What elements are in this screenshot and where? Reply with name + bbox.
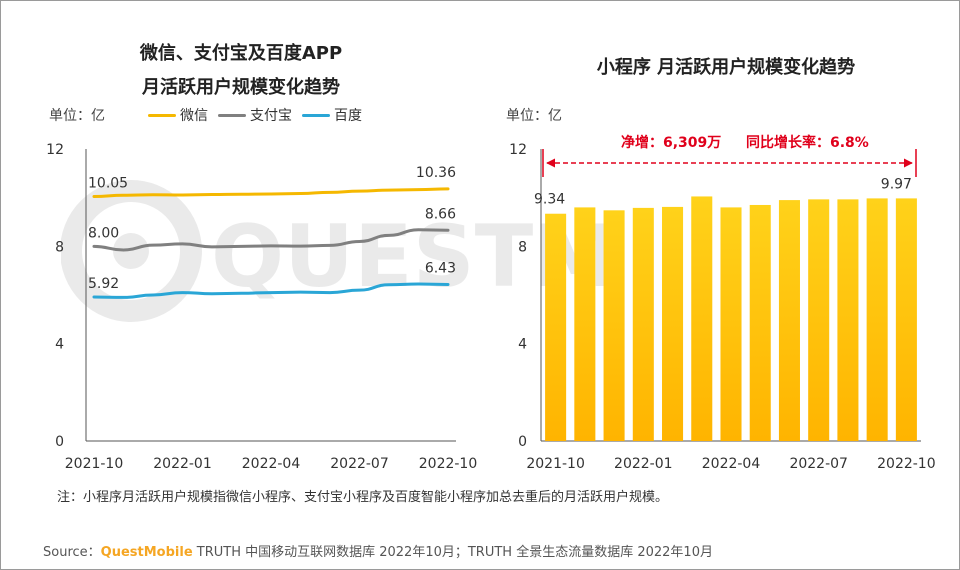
annotation-yoy-growth: 同比增长率：6.8% xyxy=(746,134,869,151)
bar-2022-04 xyxy=(720,207,742,441)
legend-swatch-baidu xyxy=(302,113,330,117)
data-label-first-wechat: 10.05 xyxy=(88,175,128,191)
bar-2022-03 xyxy=(691,196,713,441)
legend-swatch-wechat xyxy=(148,113,176,117)
bar-2021-11 xyxy=(574,207,596,441)
right-x-tick-label: 2022-01 xyxy=(614,456,673,472)
bar-2021-12 xyxy=(603,210,625,441)
legend-label-baidu: 百度 xyxy=(334,108,362,124)
right-x-tick-label: 2022-10 xyxy=(877,456,936,472)
right-unit-label: 单位：亿 xyxy=(506,108,562,124)
right-x-tick-label: 2022-04 xyxy=(702,456,761,472)
legend-item-alipay: 支付宝 xyxy=(218,105,292,125)
series-line-baidu xyxy=(92,282,450,299)
source-text: TRUTH 中国移动互联网数据库 2022年10月；TRUTH 全景生态流量数据… xyxy=(192,545,713,560)
left-chart-title-line1: 微信、支付宝及百度APP xyxy=(139,43,343,64)
data-label-last-baidu: 6.43 xyxy=(425,261,456,277)
line-chart: 0 4 8 12 2021-10 2022-01 2022-04 2022-07 2022-10… xyxy=(46,142,478,472)
right-chart-title: 小程序 月活跃用户规模变化趋势 xyxy=(596,57,856,78)
left-chart-title-line2: 月活跃用户规模变化趋势 xyxy=(142,77,340,98)
right-y-tick-label: 8 xyxy=(518,239,527,255)
bar-label-last: 9.97 xyxy=(881,176,912,192)
right-x-tick-label: 2022-07 xyxy=(789,456,848,472)
left-x-tick-label: 2022-10 xyxy=(419,456,478,472)
bar-2022-02 xyxy=(662,206,684,441)
right-y-tick-label: 4 xyxy=(518,337,527,353)
series-line-alipay xyxy=(92,228,450,252)
legend-label-alipay: 支付宝 xyxy=(250,108,292,124)
bar-2022-10 xyxy=(895,198,917,441)
data-label-last-wechat: 10.36 xyxy=(416,165,456,181)
left-y-tick-label: 8 xyxy=(55,239,64,255)
source-brand: QuestMobile xyxy=(100,545,193,560)
legend-item-baidu: 百度 xyxy=(302,105,362,125)
source-line: Source：QuestMobile TRUTH 中国移动互联网数据库 2022… xyxy=(43,541,713,560)
left-x-tick-label: 2022-07 xyxy=(330,456,389,472)
right-y-tick-label: 0 xyxy=(518,434,527,450)
bar-2022-05 xyxy=(749,204,771,441)
bar-2021-10 xyxy=(545,213,567,441)
left-y-tick-label: 12 xyxy=(46,142,64,158)
bar-2022-01 xyxy=(632,207,654,441)
footnote: 注：小程序月活跃用户规模指微信小程序、支付宝小程序及百度智能小程序加总去重后的月… xyxy=(57,490,669,505)
bar-chart: 0 4 8 12 2021-10 2022-01 2022-04 2022-07 2022-10… xyxy=(509,134,936,472)
legend-swatch-alipay xyxy=(218,113,246,117)
data-label-first-alipay: 8.00 xyxy=(88,225,119,241)
data-label-last-alipay: 8.66 xyxy=(425,206,456,222)
bar-2022-09 xyxy=(866,198,888,441)
left-x-tick-label: 2022-04 xyxy=(242,456,301,472)
data-label-first-baidu: 5.92 xyxy=(88,276,119,292)
right-x-tick-label: 2021-10 xyxy=(526,456,585,472)
bar-label-first: 9.34 xyxy=(534,192,565,208)
bar-2022-08 xyxy=(837,199,859,441)
left-x-tick-label: 2021-10 xyxy=(65,456,124,472)
legend-item-wechat: 微信 xyxy=(148,105,208,125)
bar-2022-06 xyxy=(778,200,800,441)
bar-2022-07 xyxy=(808,199,830,441)
annotation-net-increase: 净增：6,309万 xyxy=(621,134,721,151)
source-prefix: Source： xyxy=(43,545,101,560)
legend: 微信 支付宝 百度 xyxy=(148,105,362,125)
series-line-wechat xyxy=(92,187,450,198)
left-y-tick-label: 4 xyxy=(55,337,64,353)
left-y-tick-label: 0 xyxy=(55,434,64,450)
legend-label-wechat: 微信 xyxy=(180,108,208,124)
left-unit-label: 单位：亿 xyxy=(49,108,105,124)
right-y-tick-label: 12 xyxy=(509,142,527,158)
left-x-tick-label: 2022-01 xyxy=(153,456,212,472)
